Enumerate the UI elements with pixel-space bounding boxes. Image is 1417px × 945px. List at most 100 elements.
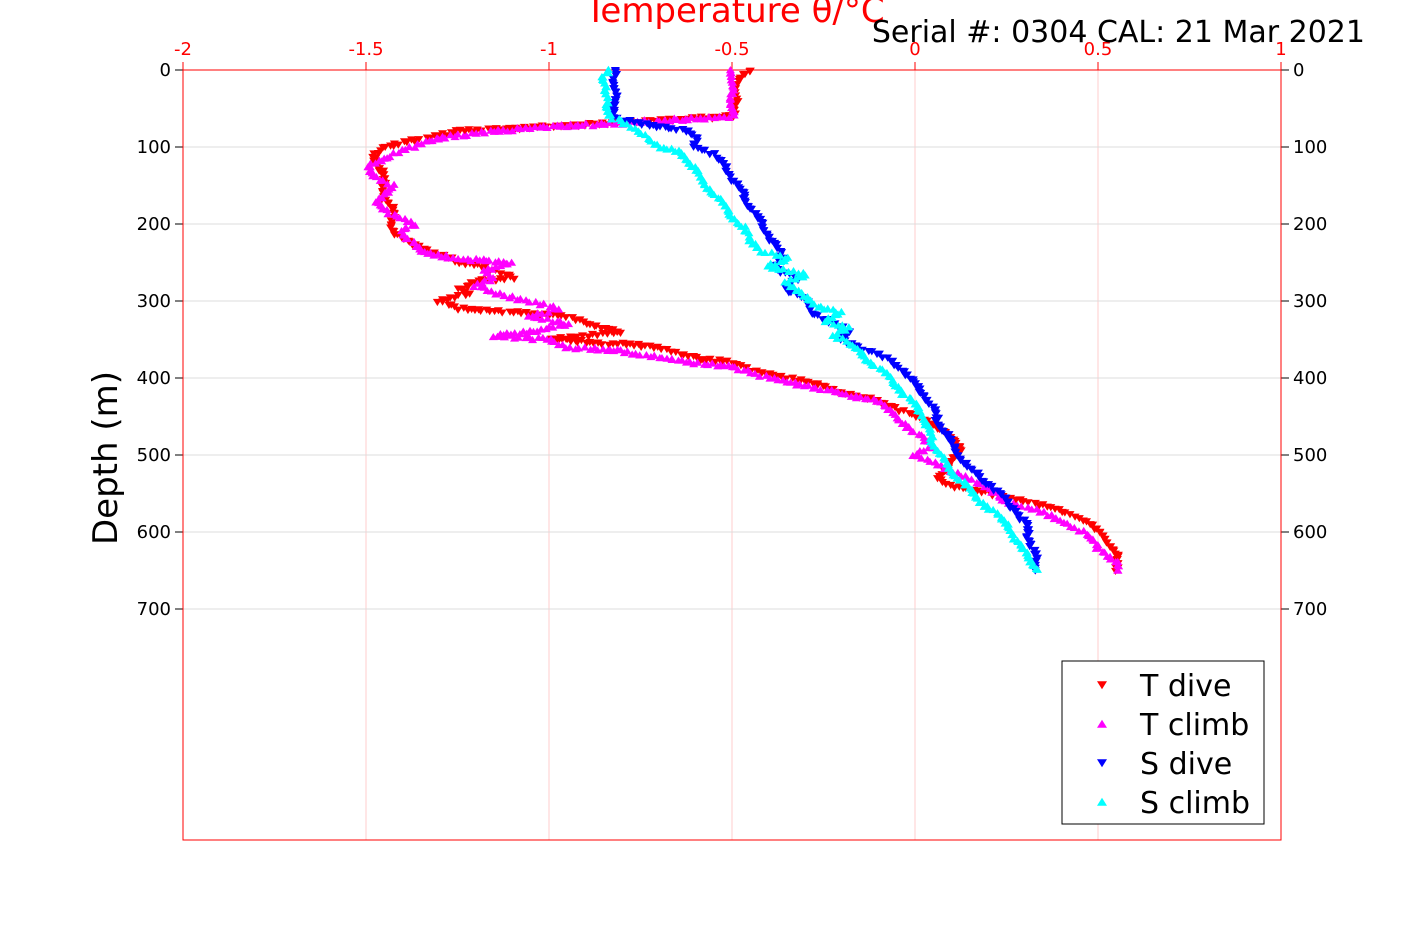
data-point	[499, 291, 509, 300]
data-point	[627, 350, 637, 358]
data-point	[740, 227, 750, 235]
data-point	[505, 294, 515, 302]
data-point	[860, 356, 870, 364]
data-point	[591, 322, 601, 330]
data-point	[729, 108, 739, 116]
data-point	[689, 360, 699, 368]
data-point	[398, 231, 408, 239]
legend-marker	[1097, 759, 1107, 768]
data-point	[919, 446, 929, 455]
data-point	[924, 400, 934, 408]
data-point	[531, 297, 541, 306]
data-point	[645, 342, 655, 350]
data-point	[584, 333, 594, 341]
data-point	[521, 308, 531, 317]
data-point	[409, 237, 419, 246]
data-point	[390, 210, 400, 218]
data-point	[700, 146, 710, 155]
data-point	[534, 333, 544, 341]
data-point	[931, 446, 941, 454]
data-point	[404, 142, 414, 151]
data-point	[1001, 494, 1011, 502]
data-point	[598, 345, 608, 353]
data-point	[576, 337, 586, 345]
data-point	[875, 364, 885, 372]
data-point	[813, 311, 823, 319]
data-point	[754, 372, 764, 380]
data-point	[890, 404, 900, 412]
data-point	[1025, 558, 1035, 566]
data-point	[1031, 550, 1041, 558]
data-point	[479, 266, 489, 274]
data-point	[944, 431, 954, 439]
data-point	[525, 124, 535, 132]
y-axis-label: Depth (m)	[86, 371, 126, 545]
data-point	[461, 292, 471, 300]
data-point	[507, 127, 517, 135]
data-point	[822, 386, 832, 394]
data-point	[1088, 521, 1098, 529]
data-point	[1065, 511, 1075, 519]
data-point	[543, 314, 553, 322]
data-point	[476, 307, 486, 315]
data-point	[375, 176, 385, 184]
data-point	[453, 130, 463, 138]
data-point	[908, 451, 918, 459]
data-point	[770, 260, 780, 268]
x-tick-label: -1.5	[348, 39, 383, 60]
data-point	[521, 333, 531, 342]
data-point	[417, 140, 427, 148]
data-point	[897, 419, 907, 427]
data-point	[379, 171, 389, 179]
y-tick-label-right: 200	[1293, 214, 1327, 235]
data-point	[602, 107, 612, 115]
y-tick-label-left: 600	[137, 522, 171, 543]
data-point	[899, 407, 909, 415]
data-point	[641, 351, 651, 359]
data-point	[660, 116, 670, 124]
data-point	[987, 482, 997, 491]
data-point	[791, 286, 801, 295]
data-point	[598, 329, 608, 338]
data-point	[581, 119, 591, 127]
data-point	[736, 362, 746, 370]
data-point	[901, 423, 911, 431]
data-point	[598, 73, 608, 81]
data-point	[860, 394, 870, 403]
data-point	[744, 236, 754, 245]
data-point	[608, 109, 618, 117]
data-point	[655, 353, 665, 362]
data-point	[614, 115, 624, 123]
data-point	[1049, 514, 1059, 523]
data-point	[460, 288, 470, 296]
data-point	[487, 265, 497, 273]
y-tick-label-right: 300	[1293, 291, 1327, 312]
legend-label: T climb	[1139, 708, 1249, 743]
data-point	[662, 345, 672, 354]
y-tick-label-right: 500	[1293, 445, 1327, 466]
y-tick-label-right: 600	[1293, 522, 1327, 543]
data-point	[474, 277, 484, 285]
legend-box	[1061, 660, 1265, 825]
data-point	[780, 278, 790, 286]
data-point	[671, 348, 681, 357]
data-point	[528, 312, 538, 320]
data-point	[544, 308, 554, 316]
data-point	[796, 376, 806, 384]
data-point	[764, 233, 774, 241]
data-point	[830, 387, 840, 396]
data-point	[575, 316, 585, 324]
data-point	[813, 380, 823, 388]
y-tick-label-left: 400	[137, 368, 171, 389]
data-point	[472, 126, 482, 134]
data-point	[1074, 527, 1084, 535]
data-point	[495, 275, 505, 283]
data-point	[905, 393, 915, 402]
data-point	[542, 123, 552, 131]
data-point	[745, 68, 755, 76]
data-point	[612, 341, 622, 349]
data-point	[700, 360, 710, 368]
data-point	[603, 98, 613, 106]
data-point	[422, 134, 432, 142]
